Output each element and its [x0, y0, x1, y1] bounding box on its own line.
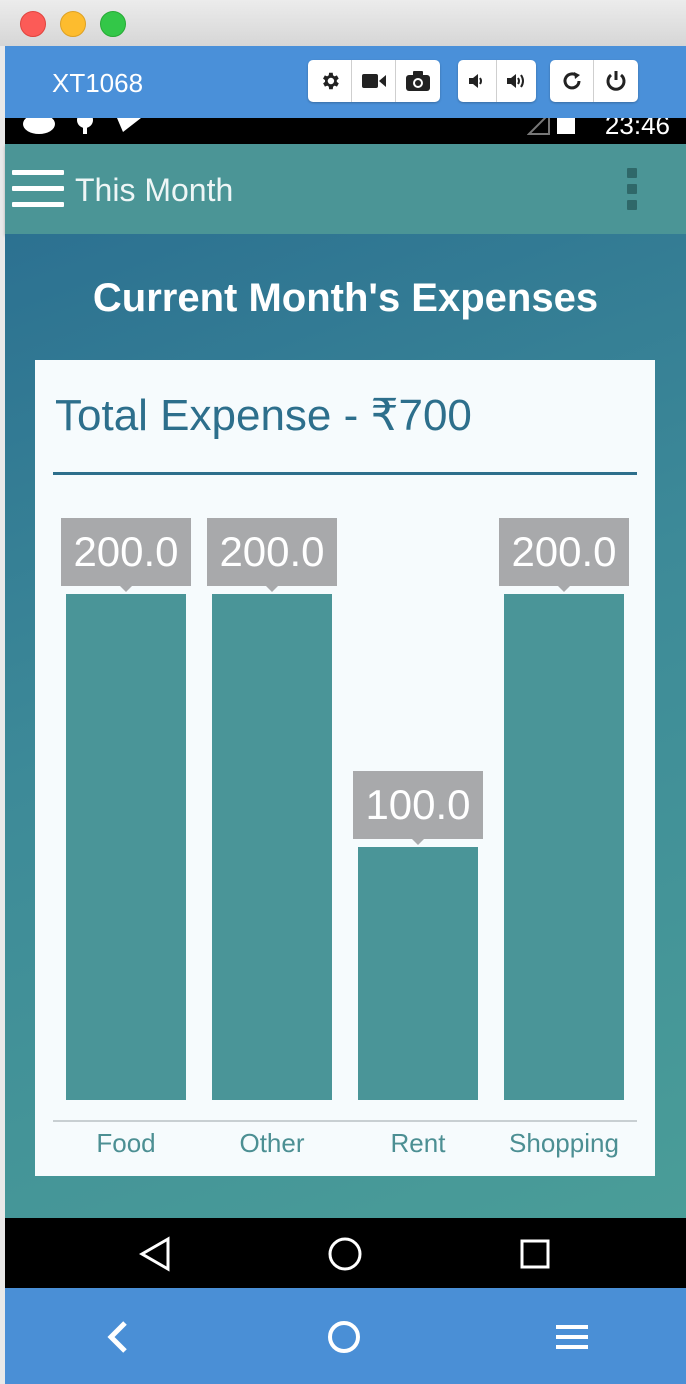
x-axis-line [53, 1120, 637, 1122]
signal-battery-icons [527, 118, 575, 135]
bar-food[interactable] [66, 594, 186, 1100]
emulator-home-button[interactable] [319, 1312, 369, 1362]
zoom-window-button[interactable] [100, 11, 126, 37]
value-label-shopping: 200.0 [499, 518, 629, 592]
android-home-button[interactable] [323, 1232, 367, 1276]
card-divider [53, 472, 637, 475]
power-controls-group [550, 60, 638, 102]
value-label-food: 200.0 [61, 518, 191, 592]
emulator-toolbar: XT1068 [5, 46, 686, 118]
power-icon [606, 71, 626, 91]
android-status-bar: 23:46 [5, 118, 686, 144]
home-icon [328, 1237, 362, 1271]
volume-controls-group [458, 60, 536, 102]
settings-icon [322, 72, 339, 90]
emulator-nav-bar [5, 1288, 686, 1384]
x-tick-rent: Rent [390, 1128, 446, 1158]
value-label-other: 200.0 [207, 518, 337, 592]
bar-rent[interactable] [358, 847, 478, 1100]
device-name: XT1068 [52, 68, 144, 98]
rotate-button[interactable] [550, 60, 594, 102]
app-bar: This Month [5, 144, 686, 234]
window-edge [0, 46, 5, 1384]
recents-icon [520, 1239, 550, 1269]
status-icons [23, 118, 141, 134]
page-heading: Current Month's Expenses [92, 276, 599, 320]
emulator-back-button[interactable] [93, 1312, 143, 1362]
android-recents-button[interactable] [513, 1232, 557, 1276]
emulator-menu-button[interactable] [547, 1312, 597, 1362]
main-content: Current Month's Expenses Total Expense -… [5, 234, 686, 1218]
bar-other[interactable] [212, 594, 332, 1100]
minimize-window-button[interactable] [60, 11, 86, 37]
volume-down-icon [469, 74, 482, 88]
window-titlebar [0, 0, 686, 47]
android-back-button[interactable] [133, 1232, 177, 1276]
total-expense: Total Expense - ₹700 [55, 391, 472, 440]
close-window-button[interactable] [20, 11, 46, 37]
overflow-menu-icon[interactable] [627, 168, 639, 210]
x-tick-other: Other [239, 1128, 305, 1158]
volume-up-icon [506, 74, 524, 88]
expense-card: Total Expense - ₹700 200.0 Food 200.0 Other… [35, 360, 655, 1176]
home-icon [328, 1321, 360, 1353]
settings-button[interactable] [308, 60, 352, 102]
power-button[interactable] [594, 60, 638, 102]
camera-icon [406, 71, 430, 91]
back-icon [138, 1236, 170, 1272]
volume-up-button[interactable] [497, 60, 536, 102]
expense-bar-chart: 200.0 Food 200.0 Other 100.0 Rent 200.0 Shoppin… [35, 360, 655, 1176]
menu-icon[interactable] [12, 170, 64, 210]
android-nav-bar [5, 1218, 686, 1288]
video-icon [361, 74, 386, 88]
status-time: 23:46 [604, 118, 670, 140]
bar-shopping[interactable] [504, 594, 624, 1100]
rotate-icon [563, 72, 580, 90]
menu-icon [556, 1325, 588, 1349]
device-controls-group [308, 60, 440, 102]
value-label-rent: 100.0 [353, 771, 483, 845]
record-video-button[interactable] [352, 60, 396, 102]
back-icon [107, 1321, 127, 1353]
volume-down-button[interactable] [458, 60, 497, 102]
screenshot-button[interactable] [396, 60, 440, 102]
app-title: This Month [75, 172, 234, 208]
x-tick-shopping: Shopping [509, 1128, 619, 1158]
x-tick-food: Food [96, 1128, 156, 1158]
